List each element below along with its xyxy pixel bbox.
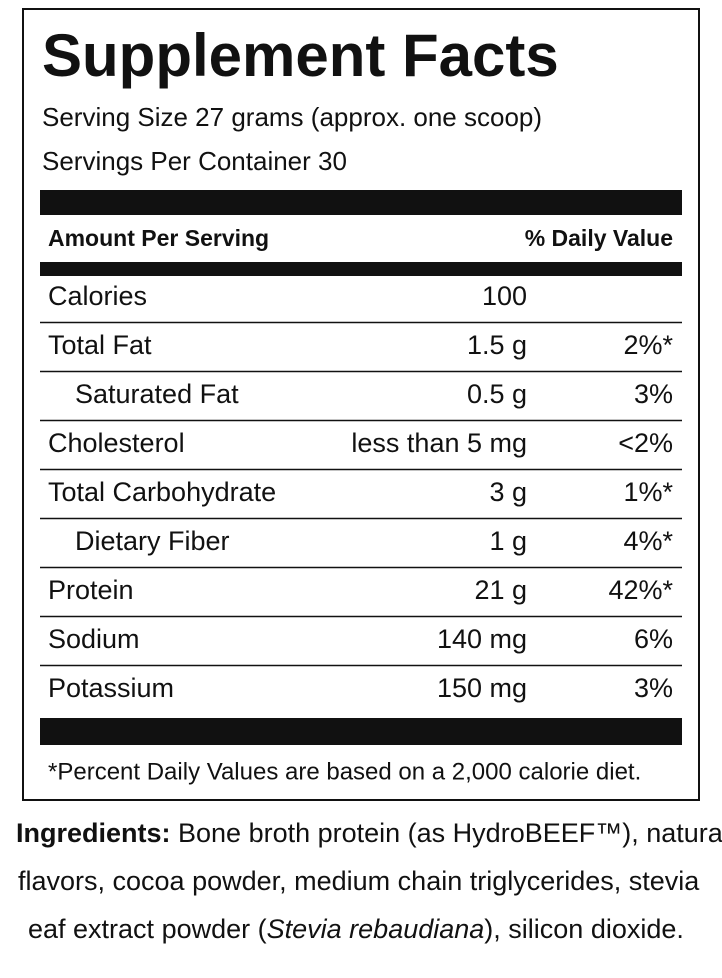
ingredients-text: Stevia rebaudiana [267,914,485,944]
nutrient-daily-value: 1%* [623,477,673,507]
nutrient-amount: 1.5 g [467,330,527,360]
amount-header: Amount Per Serving [48,225,269,251]
ingredients-label: Ingredients: [16,818,171,848]
label-title: Supplement Facts [42,22,559,89]
nutrient-amount: 1 g [489,526,527,556]
nutrient-amount: 100 [482,281,527,311]
nutrient-amount: 3 g [489,477,527,507]
ingredients-line: eaf extract powder (Stevia rebaudiana), … [28,914,684,944]
divider-bar [40,718,682,745]
nutrient-name: Sodium [48,624,140,654]
nutrient-name: Dietary Fiber [75,526,230,556]
divider-bar [40,262,682,276]
nutrient-amount: 21 g [474,575,527,605]
ingredients: Ingredients: Bone broth protein (as Hydr… [16,818,722,944]
ingredients-line: Ingredients: Bone broth protein (as Hydr… [16,818,722,848]
daily-value-header: % Daily Value [525,225,673,251]
nutrient-daily-value: 3% [634,673,673,703]
ingredients-text: flavors, cocoa powder, medium chain trig… [18,866,700,896]
ingredients-text: ), silicon dioxide. [484,914,684,944]
nutrient-name: Potassium [48,673,174,703]
nutrient-name: Protein [48,575,134,605]
label-border [22,8,700,801]
ingredients-text: eaf extract powder ( [28,914,267,944]
nutrient-daily-value: 3% [634,379,673,409]
nutrient-daily-value: 42%* [608,575,673,605]
nutrient-daily-value: <2% [618,428,673,458]
nutrient-daily-value: 2%* [623,330,673,360]
nutrient-name: Cholesterol [48,428,185,458]
nutrient-amount: 150 mg [437,673,527,703]
serving-size: Serving Size 27 grams (approx. one scoop… [42,102,542,132]
nutrient-name: Calories [48,281,147,311]
ingredients-text: Bone broth protein (as HydroBEEF™), natu… [171,818,722,848]
nutrient-name: Saturated Fat [75,379,239,409]
nutrient-amount: 0.5 g [467,379,527,409]
footnote: *Percent Daily Values are based on a 2,0… [48,758,641,785]
nutrient-name: Total Fat [48,330,152,360]
nutrient-amount: less than 5 mg [351,428,527,458]
ingredients-line: flavors, cocoa powder, medium chain trig… [18,866,700,896]
divider-bar [40,190,682,215]
nutrient-daily-value: 6% [634,624,673,654]
nutrient-daily-value: 4%* [623,526,673,556]
nutrient-name: Total Carbohydrate [48,477,276,507]
servings-per-container: Servings Per Container 30 [42,146,347,176]
nutrient-amount: 140 mg [437,624,527,654]
